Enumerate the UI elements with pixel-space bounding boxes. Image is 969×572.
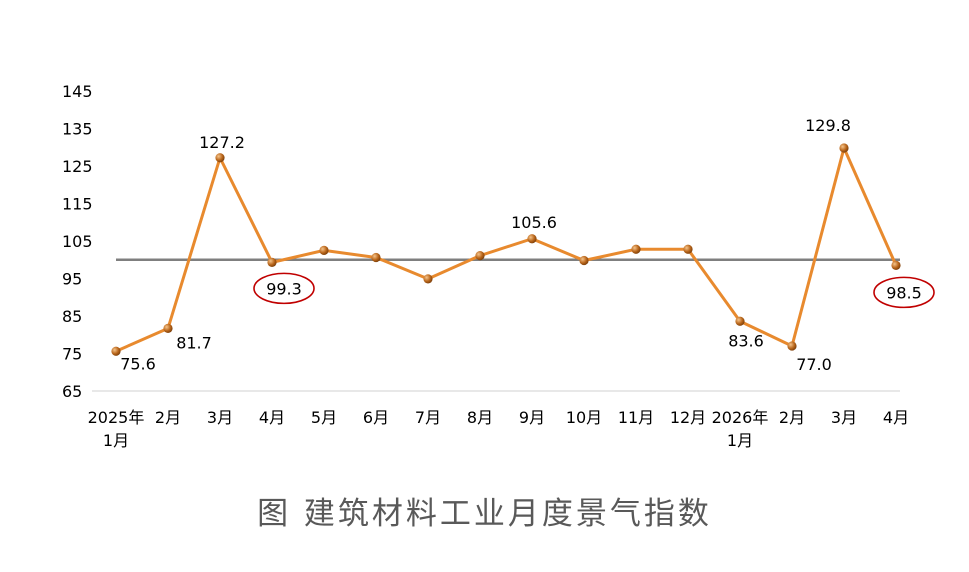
y-tick-label: 75 [62, 345, 82, 364]
y-tick-label: 115 [62, 195, 93, 214]
data-label: 75.6 [120, 354, 156, 373]
data-label: 77.0 [796, 355, 832, 374]
x-tick-label: 3月 [207, 408, 233, 427]
data-point [891, 260, 901, 270]
y-tick-label: 65 [62, 382, 82, 401]
data-label: 81.7 [176, 333, 212, 352]
data-point [371, 252, 381, 263]
data-point [267, 257, 277, 267]
data-label: 105.6 [511, 213, 557, 232]
y-tick-label: 85 [62, 307, 82, 326]
data-point [475, 251, 485, 261]
x-tick-label: 12月 [670, 408, 706, 427]
x-tick-label: 6月 [363, 408, 389, 427]
data-point [579, 255, 589, 266]
x-tick-label: 2026年 [712, 408, 769, 427]
data-point [111, 346, 121, 356]
data-label: 98.5 [886, 283, 922, 302]
x-tick-label: 2月 [779, 408, 805, 427]
x-tick-label: 4月 [883, 408, 909, 427]
data-point [839, 143, 849, 153]
x-tick-label: 1月 [727, 431, 753, 450]
y-tick-label: 145 [62, 82, 93, 101]
x-tick-label: 7月 [415, 408, 441, 427]
x-tick-label: 2025年 [88, 408, 145, 427]
data-point [163, 323, 173, 333]
highlight-circle [873, 276, 935, 309]
x-tick-label: 8月 [467, 408, 493, 427]
x-tick-label: 5月 [311, 408, 337, 427]
x-tick-label: 11月 [618, 408, 654, 427]
data-label: 83.6 [728, 331, 764, 350]
data-point [319, 245, 329, 255]
x-tick-label: 4月 [259, 408, 285, 427]
data-label: 129.8 [805, 116, 851, 135]
y-tick-label: 135 [62, 120, 93, 139]
data-point [631, 244, 641, 254]
highlight-circle [253, 272, 315, 305]
x-tick-label: 1月 [103, 431, 129, 450]
chart-caption: 图 建筑材料工业月度景气指数 [257, 496, 712, 532]
y-tick-label: 125 [62, 157, 93, 176]
x-tick-label: 3月 [831, 408, 857, 427]
data-label: 127.2 [199, 133, 245, 152]
y-tick-label: 105 [62, 232, 93, 251]
line-chart: 65 75 85 95 105 115 125 135 145 2025年 1月 2月 3月 4月 5月 6月… [62, 82, 935, 450]
x-tick-label: 2月 [155, 408, 181, 427]
data-point [527, 234, 537, 244]
series-line [115, 146, 898, 353]
data-point [683, 244, 693, 254]
x-tick-label: 10月 [566, 408, 602, 427]
data-point [423, 274, 433, 284]
data-label: 99.3 [266, 279, 302, 298]
x-tick-label: 9月 [519, 408, 545, 427]
y-tick-label: 95 [62, 270, 82, 289]
data-point [735, 316, 745, 326]
data-point [215, 153, 225, 163]
data-point [787, 341, 797, 351]
